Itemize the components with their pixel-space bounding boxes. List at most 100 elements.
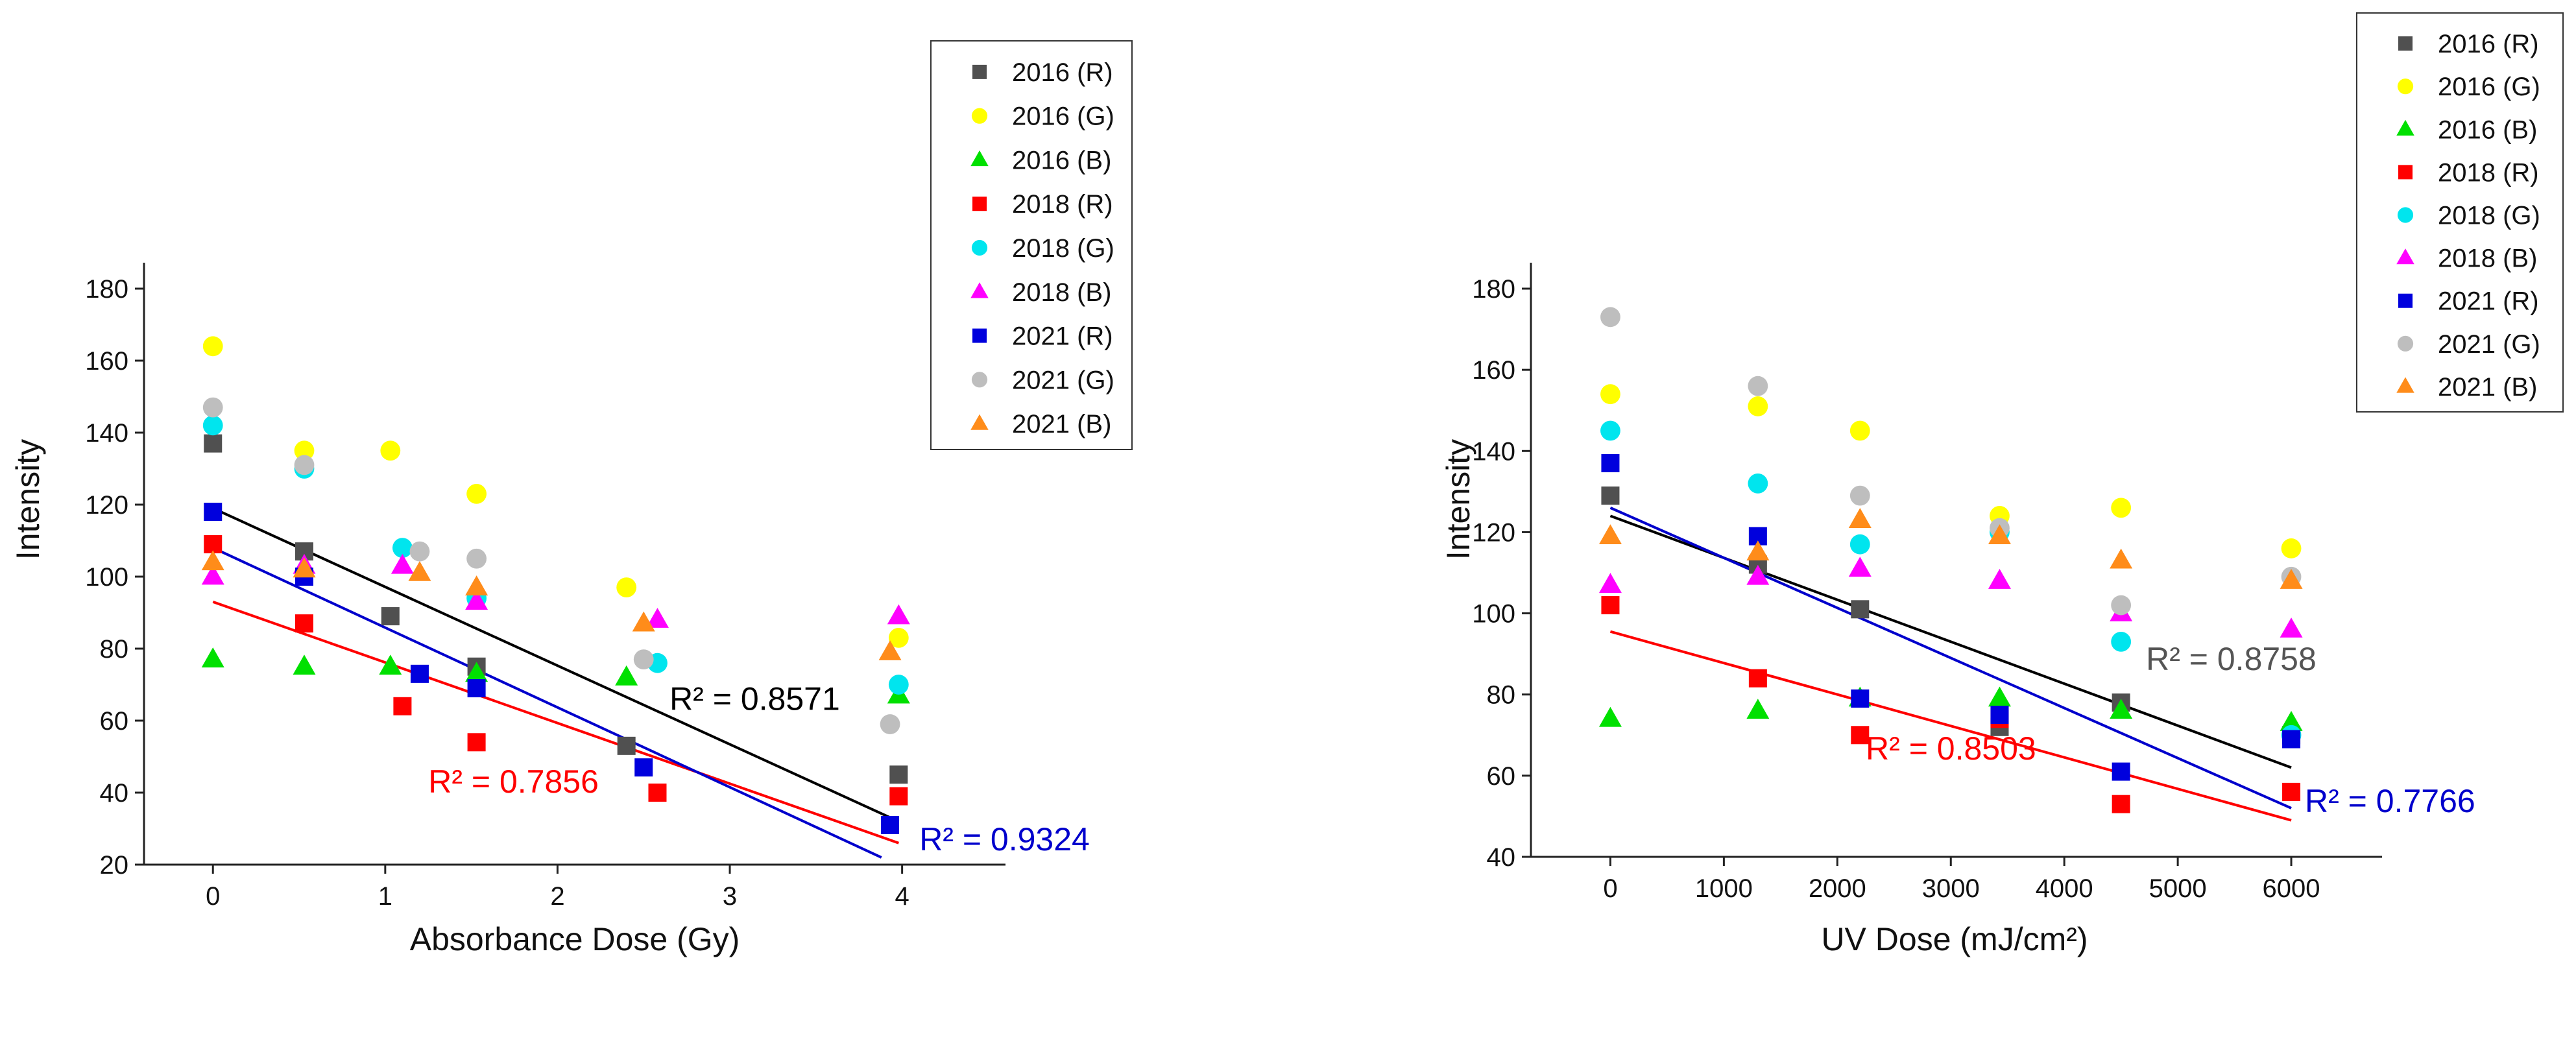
data-point: [1851, 726, 1870, 745]
data-point: [1849, 420, 1870, 441]
legend-label: 2018 (R): [1012, 190, 1113, 219]
y-tick-label: 80: [100, 635, 129, 664]
data-point: [392, 538, 413, 558]
legend-label: 2021 (R): [1012, 322, 1113, 351]
fit-line-2: [212, 546, 882, 859]
data-point: [381, 607, 400, 626]
series-2018-r-: [1601, 596, 2301, 813]
data-point: [202, 415, 223, 436]
y-tick-label: 80: [1487, 681, 1516, 710]
series-2016-g-: [202, 336, 909, 648]
r-squared-label: R² = 0.7856: [428, 763, 599, 800]
y-tick-label: 40: [1487, 843, 1516, 872]
y-tick-label: 120: [1472, 518, 1515, 547]
legend-label: 2018 (R): [2438, 158, 2539, 187]
data-point: [1746, 540, 1770, 561]
data-point: [293, 557, 316, 578]
data-point: [634, 758, 653, 777]
data-point: [2280, 711, 2303, 731]
y-tick-label: 100: [85, 563, 128, 592]
x-tick-label: 6000: [2263, 874, 2320, 903]
legend-label: 2016 (B): [2438, 115, 2537, 144]
data-point: [615, 665, 638, 686]
chart-uv: 40 60 80 100 120 140 160 180 0 1000 2000 3000 4000 50…: [1440, 12, 2564, 957]
data-point: [2111, 595, 2132, 616]
legend: 2016 (R) 2016 (G) 2016 (B) 2018 (R) 2018 (G)…: [930, 40, 1133, 450]
data-point: [201, 564, 224, 585]
data-point: [2282, 730, 2301, 749]
data-point: [408, 560, 431, 581]
y-tick-label: 120: [85, 491, 128, 520]
legend-marker: [970, 150, 989, 167]
x-tick-label: 5000: [2149, 874, 2207, 903]
legend-label: 2018 (B): [1012, 278, 1111, 307]
data-point: [295, 614, 314, 633]
data-point: [880, 714, 900, 734]
data-point: [1848, 508, 1872, 528]
series-2021-b-: [1598, 508, 2303, 589]
data-point: [204, 503, 223, 522]
legend-label: 2016 (G): [2438, 73, 2540, 101]
legend-label: 2016 (G): [1012, 102, 1114, 131]
x-tick-label: 2000: [1809, 874, 1866, 903]
legend-label: 2016 (R): [2438, 30, 2539, 58]
data-point: [393, 697, 412, 715]
data-point: [1851, 600, 1870, 619]
data-point: [391, 553, 414, 574]
x-tick-label: 4000: [2036, 874, 2093, 903]
r-squared-label: R² = 0.8503: [1866, 730, 2036, 767]
x-tick-label: 3: [723, 882, 737, 911]
data-point: [294, 440, 315, 461]
data-point: [1851, 689, 1870, 708]
y-tick-label: 160: [1472, 356, 1515, 385]
legend-label: 2021 (G): [2438, 330, 2540, 359]
data-point: [2111, 498, 2132, 518]
data-point: [648, 784, 667, 802]
y-tick-label: 60: [1487, 762, 1516, 791]
y-tick-label: 140: [85, 419, 128, 448]
data-point: [294, 455, 315, 475]
series-2016-g-: [1600, 384, 2302, 558]
data-point: [887, 604, 910, 625]
legend-label: 2018 (G): [1012, 234, 1114, 263]
y-tick-label: 180: [1472, 275, 1515, 304]
data-point: [410, 664, 429, 683]
data-point: [1746, 699, 1770, 719]
data-point: [1598, 524, 1622, 545]
legend-box: [2356, 12, 2564, 413]
data-point: [293, 654, 316, 675]
legend-marker: [2397, 207, 2414, 223]
legend-marker: [970, 282, 989, 298]
x-axis-title: Absorbance Dose (Gy): [410, 921, 740, 957]
legend-marker: [2398, 293, 2413, 308]
data-point: [380, 440, 401, 461]
r-squared-label: R² = 0.7766: [2305, 783, 2475, 819]
legend-marker: [2398, 36, 2413, 51]
legend-label: 2021 (R): [2438, 287, 2539, 316]
data-point: [201, 550, 224, 571]
data-point: [2281, 538, 2302, 558]
data-point: [878, 640, 902, 660]
legend-marker: [972, 328, 987, 343]
legend-label: 2016 (R): [1012, 58, 1113, 87]
data-point: [1748, 669, 1767, 688]
data-point: [467, 733, 486, 752]
legend-label: 2021 (G): [1012, 366, 1114, 394]
y-axis-title: Intensity: [10, 439, 46, 560]
data-point: [1748, 473, 1768, 494]
data-point: [1598, 706, 1622, 727]
series-2021-b-: [201, 550, 902, 660]
legend-label: 2018 (B): [2438, 245, 2537, 273]
data-point: [201, 647, 224, 667]
chart-absorbance: 20 40 60 80 100 120 140 160 180 0 1 2 3 4 Absorbance D…: [10, 40, 1133, 957]
r-squared-label: R² = 0.8758: [2146, 641, 2317, 677]
series-2016-r-: [204, 434, 908, 784]
data-point: [1849, 485, 1870, 506]
data-point: [889, 765, 908, 784]
data-point: [2112, 762, 2130, 781]
data-point: [1748, 376, 1768, 396]
data-point: [888, 627, 909, 648]
y-tick-label: 180: [85, 275, 128, 304]
series-2018-b-: [1598, 557, 2303, 638]
series-2021-g-: [202, 397, 900, 734]
